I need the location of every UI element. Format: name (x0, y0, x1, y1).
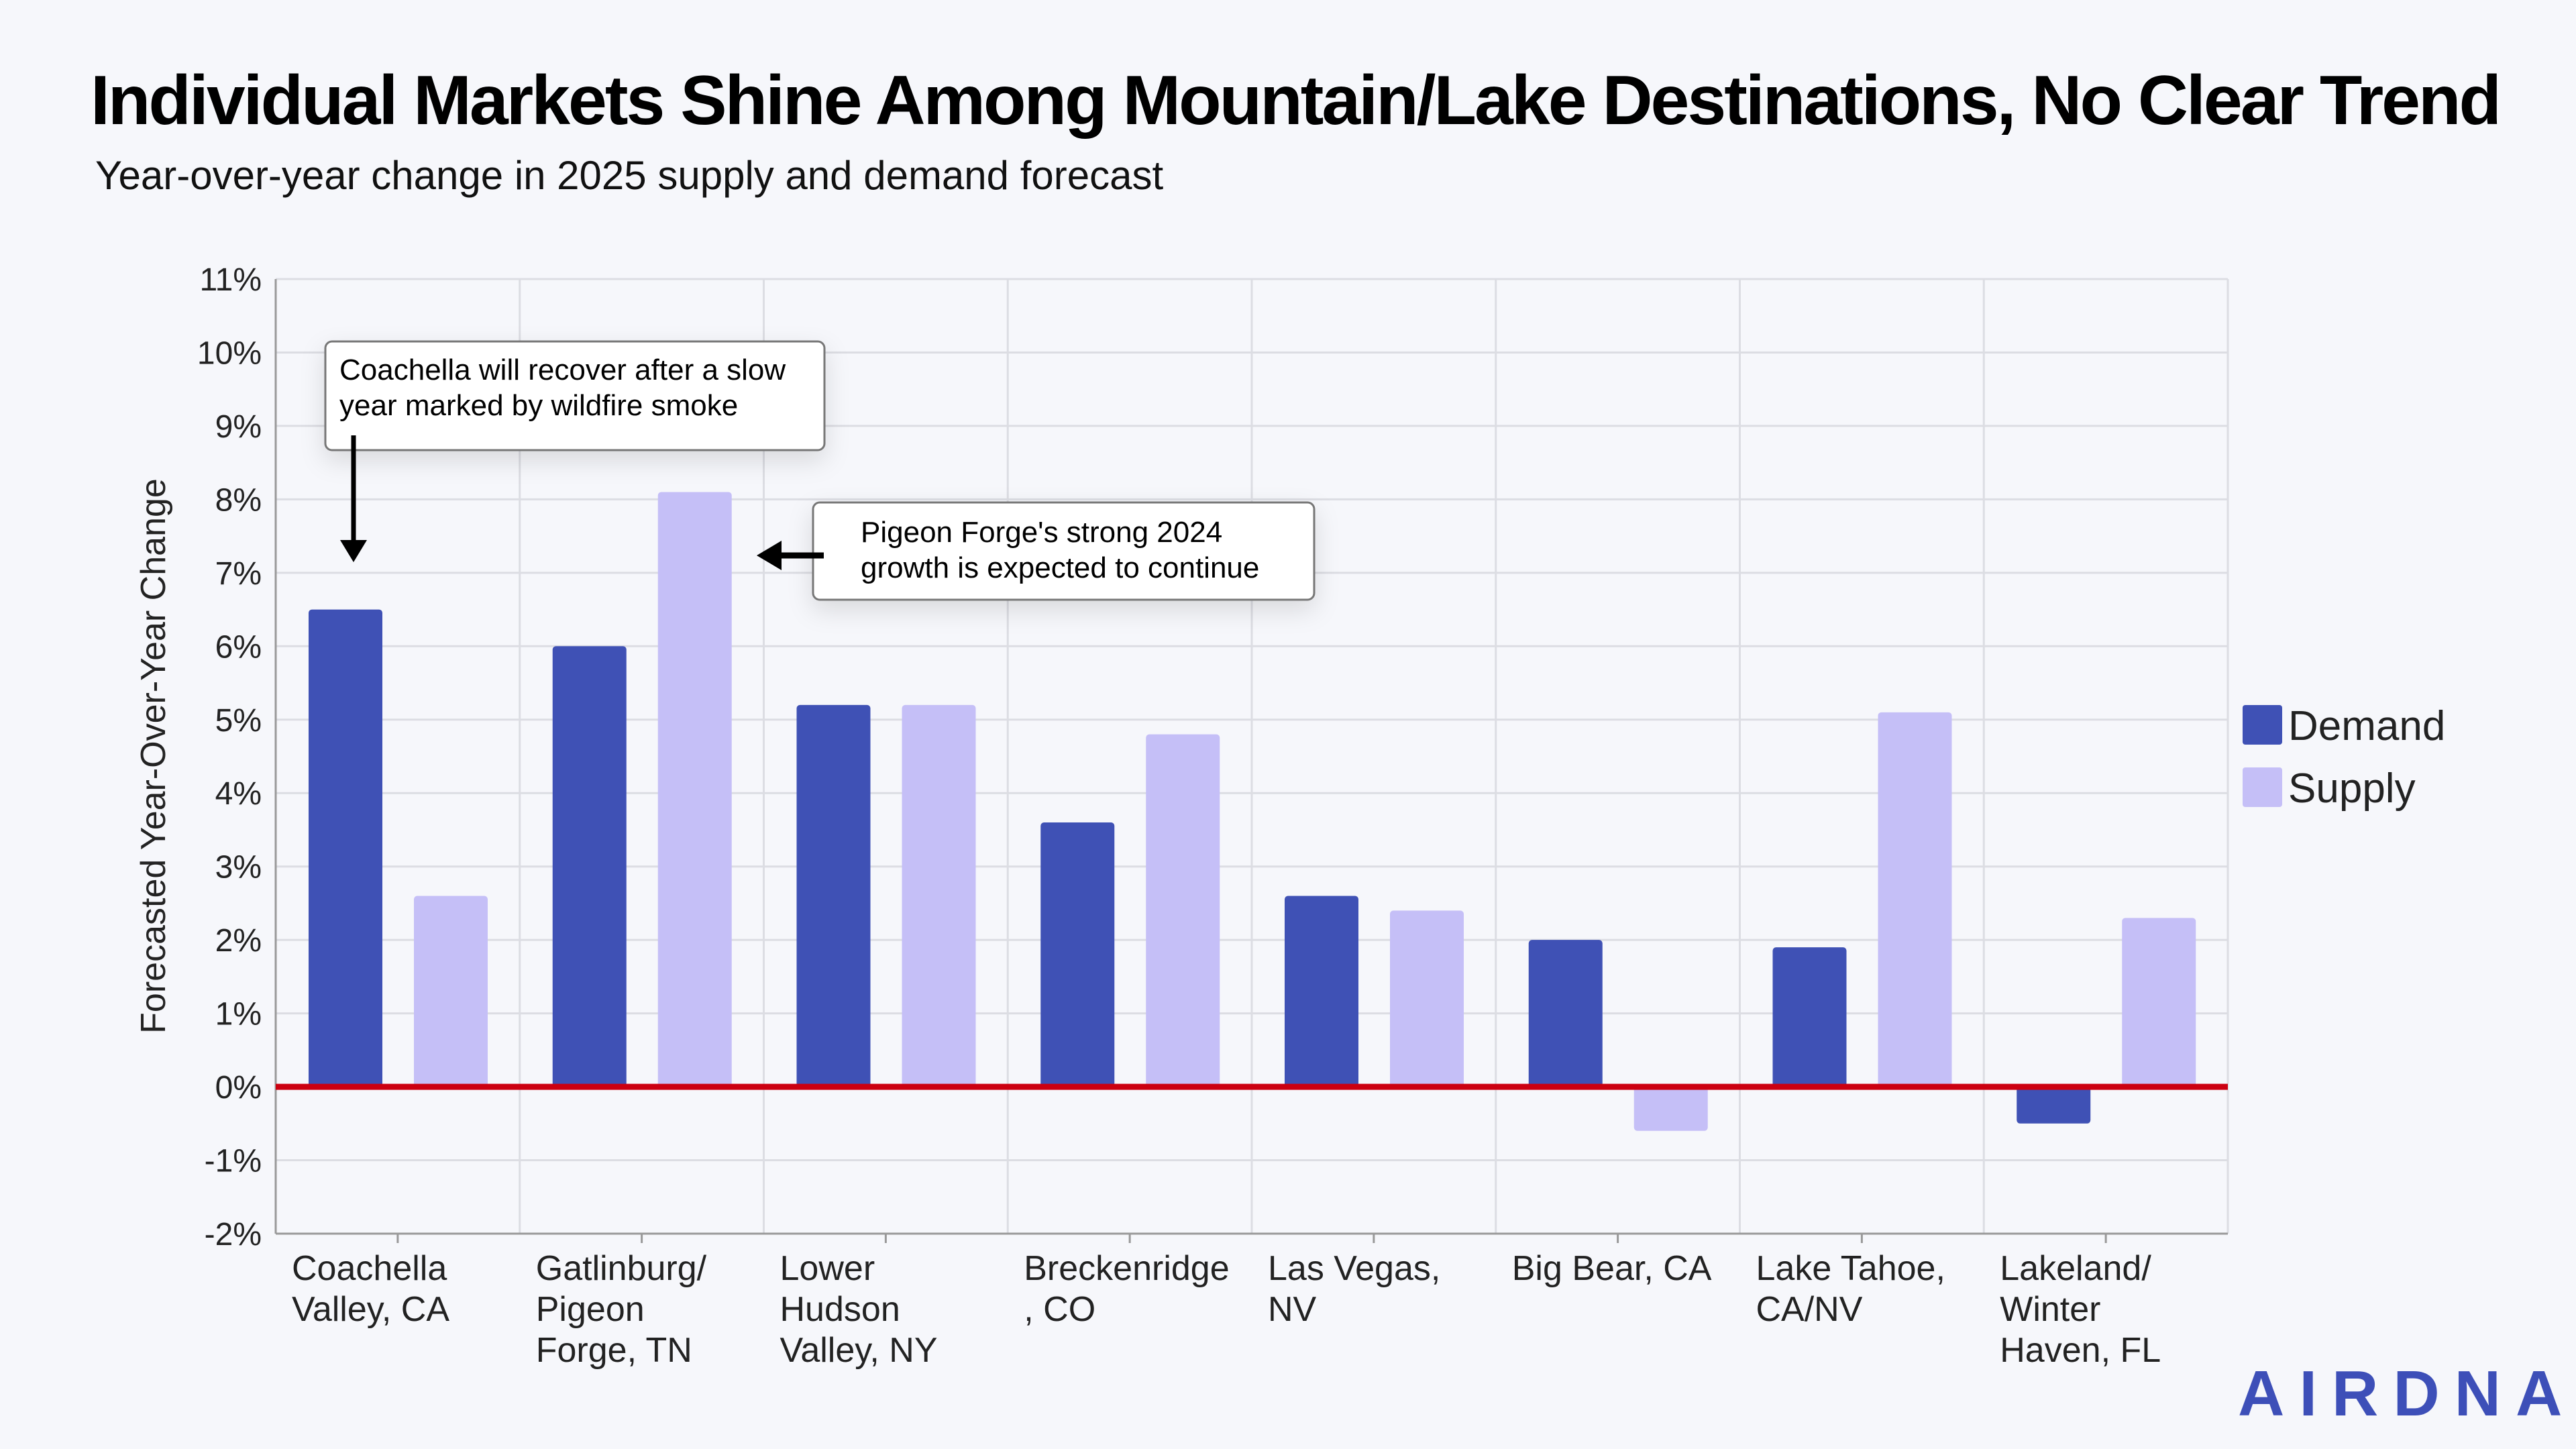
legend-swatch-supply (2243, 767, 2282, 807)
bar-demand (1285, 896, 1358, 1087)
arrowhead-icon (757, 541, 782, 570)
y-tick-label: 5% (215, 703, 262, 739)
bar-supply (657, 492, 732, 1087)
airdna-logo: AIRDNA (2238, 1358, 2576, 1430)
x-category-label: Lake Tahoe, (1756, 1249, 1945, 1288)
bar-supply (1633, 1087, 1708, 1131)
y-tick-label: 3% (215, 850, 262, 885)
legend-label-supply: Supply (2288, 765, 2416, 812)
bar-supply (414, 896, 488, 1087)
x-category-label: Gatlinburg/ (536, 1249, 707, 1288)
y-tick-label: 9% (215, 409, 262, 445)
annotation-text: Pigeon Forge's strong 2024 (861, 516, 1222, 549)
annotation-text: growth is expected to continue (861, 551, 1259, 584)
legend: Demand Supply (2243, 703, 2445, 812)
annotation-box (812, 501, 1316, 601)
bar-demand (1040, 822, 1115, 1087)
x-category-label: Valley, NY (780, 1331, 938, 1370)
annotation-text: Coachella will recover after a slow (339, 354, 786, 386)
bar-demand (2017, 1087, 2091, 1124)
bar-supply (1146, 734, 1220, 1087)
annotation-box (324, 340, 826, 451)
annotations: Coachella will recover after a slowyear … (324, 340, 1316, 601)
y-tick-label: 0% (215, 1070, 262, 1106)
chart-subtitle: Year-over-year change in 2025 supply and… (95, 153, 1163, 198)
arrowhead-icon (340, 540, 367, 562)
x-category-label: Pigeon (536, 1290, 645, 1329)
x-category-label: Lakeland/ (2000, 1249, 2151, 1288)
bar-supply (1390, 910, 1464, 1087)
bar-demand (1528, 940, 1603, 1087)
y-axis-label: Forecasted Year-Over-Year Change (134, 478, 173, 1034)
bar-demand (552, 646, 627, 1087)
chart-title: Individual Markets Shine Among Mountain/… (91, 62, 2500, 140)
legend-swatch-demand (2243, 705, 2282, 745)
bars (276, 492, 2228, 1131)
y-ticks: -2% -1% 0% 1% 2% 3% 4% 5% 6% 7% 8% 9% 10% 11% (197, 262, 262, 1252)
y-tick-label: 10% (197, 335, 262, 371)
x-category-label: Las Vegas, (1268, 1249, 1440, 1288)
x-category-label: NV (1268, 1290, 1317, 1329)
annotation-text: year marked by wildfire smoke (339, 389, 738, 422)
x-category-label: CA/NV (1756, 1290, 1863, 1329)
x-category-label: , CO (1024, 1290, 1095, 1329)
x-category-label: Big Bear, CA (1512, 1249, 1712, 1288)
legend-label-demand: Demand (2288, 703, 2445, 749)
y-tick-label: 6% (215, 629, 262, 665)
y-tick-label: -1% (205, 1144, 262, 1179)
y-tick-label: 7% (215, 556, 262, 592)
bar-demand (796, 704, 871, 1087)
bar-supply (1878, 712, 1952, 1087)
y-tick-label: 8% (215, 482, 262, 518)
x-category-label: Lower (780, 1249, 875, 1288)
x-category-label: Valley, CA (292, 1290, 449, 1329)
y-tick-label: 11% (199, 262, 262, 298)
bar-supply (2122, 918, 2196, 1087)
x-category-label: Coachella (292, 1249, 447, 1288)
y-tick-label: 2% (215, 923, 262, 959)
bar-demand (309, 609, 382, 1087)
bar-supply (902, 704, 976, 1087)
x-category-label: Hudson (780, 1290, 900, 1329)
x-category-label: Breckenridge (1024, 1249, 1229, 1288)
y-tick-label: 1% (215, 997, 262, 1032)
x-category-label: Forge, TN (536, 1331, 692, 1370)
x-category-label: Haven, FL (2000, 1331, 2161, 1370)
y-tick-label: 4% (215, 776, 262, 812)
x-category-label: Winter (2000, 1290, 2100, 1329)
y-tick-label: -2% (205, 1217, 262, 1252)
bar-demand (1772, 947, 1847, 1087)
